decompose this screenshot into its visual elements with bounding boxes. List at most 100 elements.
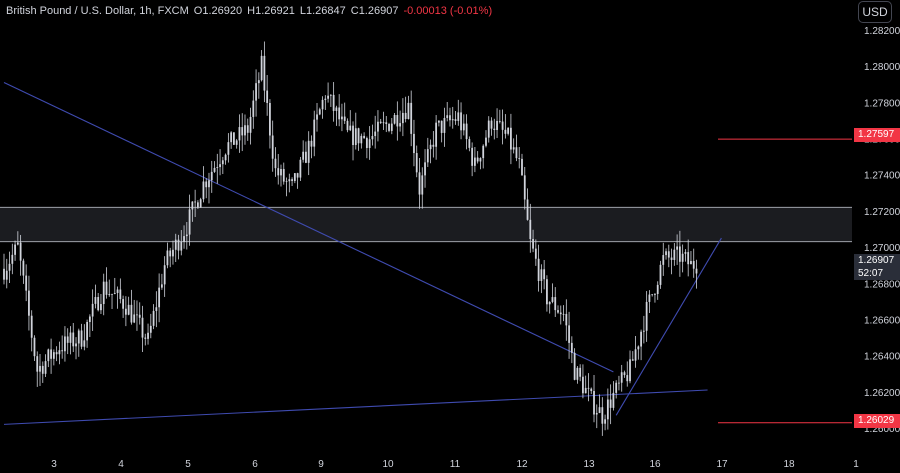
candle-body (678, 246, 681, 262)
candle-body (208, 180, 210, 188)
candle-body (343, 116, 346, 121)
candle-body (667, 251, 670, 258)
candle-body (30, 315, 33, 338)
candle-body (457, 112, 460, 121)
candle-body (188, 209, 191, 235)
candle-body (64, 336, 66, 352)
candle-body (277, 168, 280, 176)
candle-body (623, 372, 626, 376)
candle-body (327, 95, 329, 99)
candle-body (379, 121, 382, 123)
candle-body (534, 248, 537, 259)
candle-body (83, 340, 86, 347)
candle-body (352, 125, 354, 146)
candle-body (174, 239, 177, 250)
candle-body (144, 337, 147, 339)
price-tick-label: 1.27200 (864, 207, 900, 218)
candle-body (346, 120, 349, 131)
candle-body (410, 102, 413, 134)
candle-body (424, 162, 426, 176)
candle-body (147, 332, 149, 339)
candle-body (108, 294, 111, 295)
candle-body (191, 201, 194, 210)
candle-body (55, 352, 58, 355)
trendline-1 (3, 389, 708, 425)
currency-button[interactable]: USD (858, 1, 892, 23)
candle-body (582, 376, 584, 394)
candle-body (601, 407, 604, 424)
time-tick-label: 13 (583, 459, 595, 470)
resistance-price-tag: 1.27597 (854, 128, 900, 142)
candle-body (111, 293, 113, 295)
candle-body (399, 123, 402, 127)
candle-body (205, 181, 208, 188)
high-value: 1.26921 (255, 5, 295, 17)
open-value: 1.26920 (202, 5, 243, 17)
candle-body (637, 346, 640, 350)
candle-body (687, 252, 690, 265)
time-axis[interactable]: 3 4 5 6 9 10 11 12 13 16 17 18 1 (51, 459, 859, 470)
candle-body (609, 399, 612, 408)
candle-body (587, 387, 590, 389)
price-axis[interactable]: 1.282001.280001.278001.276001.274001.272… (864, 26, 900, 435)
candle-body (28, 290, 30, 316)
zone-fill (0, 207, 852, 242)
candle-body (94, 297, 97, 304)
candle-body (160, 284, 163, 288)
high-label: H (247, 5, 256, 17)
candle-body (39, 365, 41, 372)
candle-body (180, 241, 183, 251)
candle-body (313, 119, 316, 147)
candle-body (302, 151, 305, 160)
candle-body (318, 109, 321, 115)
candle-body (263, 55, 266, 91)
candle-body (194, 201, 197, 203)
candle-body (504, 129, 507, 134)
candle-body (50, 349, 52, 359)
candle-body (485, 137, 487, 146)
close-label: C (350, 5, 359, 17)
candle-body (296, 173, 299, 178)
candle-body (562, 313, 565, 315)
candle-body (213, 167, 216, 172)
low-value: 1.26847 (305, 5, 346, 17)
price-tick-label: 1.26800 (864, 279, 900, 290)
candle-body (482, 145, 485, 159)
candle-body (598, 407, 601, 413)
candle-body (631, 359, 634, 361)
candle-body (22, 260, 25, 276)
candle-body (72, 332, 75, 347)
candle-body (490, 120, 493, 129)
candle-body (58, 350, 61, 355)
candle-body (280, 169, 282, 176)
last-price-value: 1.26907 (858, 255, 895, 266)
candle-body (468, 139, 471, 148)
candle-body (202, 181, 205, 200)
candle-body (335, 107, 338, 111)
candle-body (172, 249, 174, 257)
candle-body (244, 125, 246, 136)
candle-body (474, 157, 476, 166)
time-tick-label: 3 (51, 459, 57, 470)
candle-body (590, 388, 593, 392)
candle-body (510, 127, 512, 150)
candle-body (80, 330, 83, 347)
candle-body (529, 219, 532, 239)
candle-body (307, 140, 310, 163)
candle-body (97, 297, 100, 311)
candle-body (548, 301, 551, 305)
candle-body (543, 269, 546, 280)
bar-countdown: 52:07 (858, 268, 884, 279)
candle-body (479, 158, 482, 162)
candle-body (537, 258, 540, 281)
candle-body (141, 317, 144, 338)
candle-body (316, 114, 318, 120)
candle-body (66, 336, 69, 343)
candle-body (274, 158, 277, 169)
candle-body (584, 387, 587, 394)
candle-body (221, 160, 224, 165)
candle-body (138, 314, 141, 318)
candle-body (310, 140, 313, 147)
candle-body (418, 172, 421, 195)
